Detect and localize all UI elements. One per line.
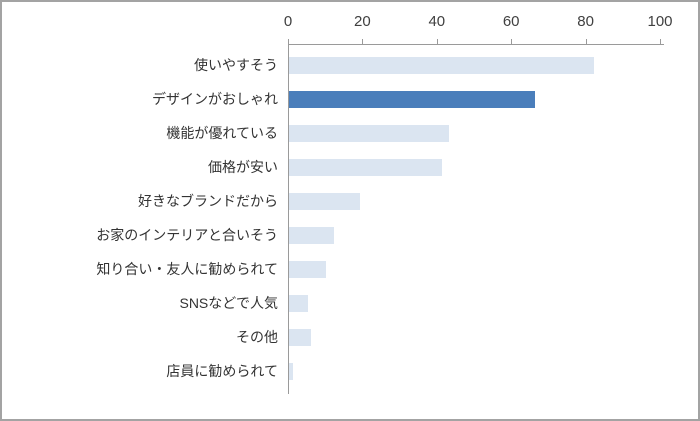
bar-row: 使いやすそう [2, 48, 662, 82]
bar-track [288, 90, 660, 108]
bar-track [288, 124, 660, 142]
bar [289, 124, 449, 142]
bar-row: お家のインテリアと合いそう [2, 218, 662, 252]
bar [289, 362, 293, 380]
x-tick-label: 20 [354, 13, 371, 30]
x-tick-mark [436, 39, 438, 44]
x-tick-mark [585, 39, 587, 44]
bar-label: 知り合い・友人に勧められて [96, 261, 278, 277]
bar-label: 機能が優れている [166, 125, 278, 141]
y-axis-line [288, 44, 289, 394]
bar-label: デザインがおしゃれ [152, 91, 278, 107]
x-tick-label: 60 [502, 13, 520, 30]
bar-row: 機能が優れている [2, 116, 662, 150]
bar-row: 知り合い・友人に勧められて [2, 252, 662, 286]
x-tick-mark [511, 39, 513, 44]
bar-label: お家のインテリアと合いそう [96, 227, 278, 243]
bar-track [288, 192, 660, 210]
x-tick-label: 0 [283, 13, 293, 30]
x-tick-mark [288, 39, 289, 44]
x-tick-label: 80 [577, 13, 594, 30]
bar [289, 158, 442, 176]
bar [289, 328, 312, 346]
x-tick-label: 100 [647, 13, 673, 30]
bar-row: 好きなブランドだから [2, 184, 662, 218]
bar-track [288, 362, 660, 380]
bar-label: 使いやすそう [194, 57, 278, 73]
bar-row: SNSなどで人気 [2, 286, 662, 320]
x-tick-mark [362, 39, 364, 44]
bar-label: 好きなブランドだから [138, 193, 278, 209]
x-tick-label: 40 [428, 13, 446, 30]
bar-row: 価格が安い [2, 150, 662, 184]
bar-track [288, 226, 660, 244]
bar-label: SNSなどで人気 [179, 295, 278, 311]
x-tick-mark [660, 39, 661, 44]
bar-track [288, 260, 660, 278]
bar [289, 260, 327, 278]
bar-row: その他 [2, 320, 662, 354]
bar [289, 226, 334, 244]
bar-track [288, 158, 660, 176]
bar [289, 192, 360, 210]
plot-area: 使いやすそうデザインがおしゃれ機能が優れている価格が安い好きなブランドだからお家… [2, 48, 662, 388]
bar-label: 価格が安い [208, 159, 278, 175]
bar [289, 56, 595, 74]
bar-track [288, 294, 660, 312]
bar [289, 294, 308, 312]
bar-row: 店員に勧められて [2, 354, 662, 388]
bar-track [288, 56, 660, 74]
bar-row: デザインがおしゃれ [2, 82, 662, 116]
bar-track [288, 328, 660, 346]
x-axis-line [288, 44, 664, 45]
bar-highlighted [289, 90, 535, 108]
bar-label: その他 [236, 329, 278, 345]
bar-label: 店員に勧められて [166, 363, 278, 379]
